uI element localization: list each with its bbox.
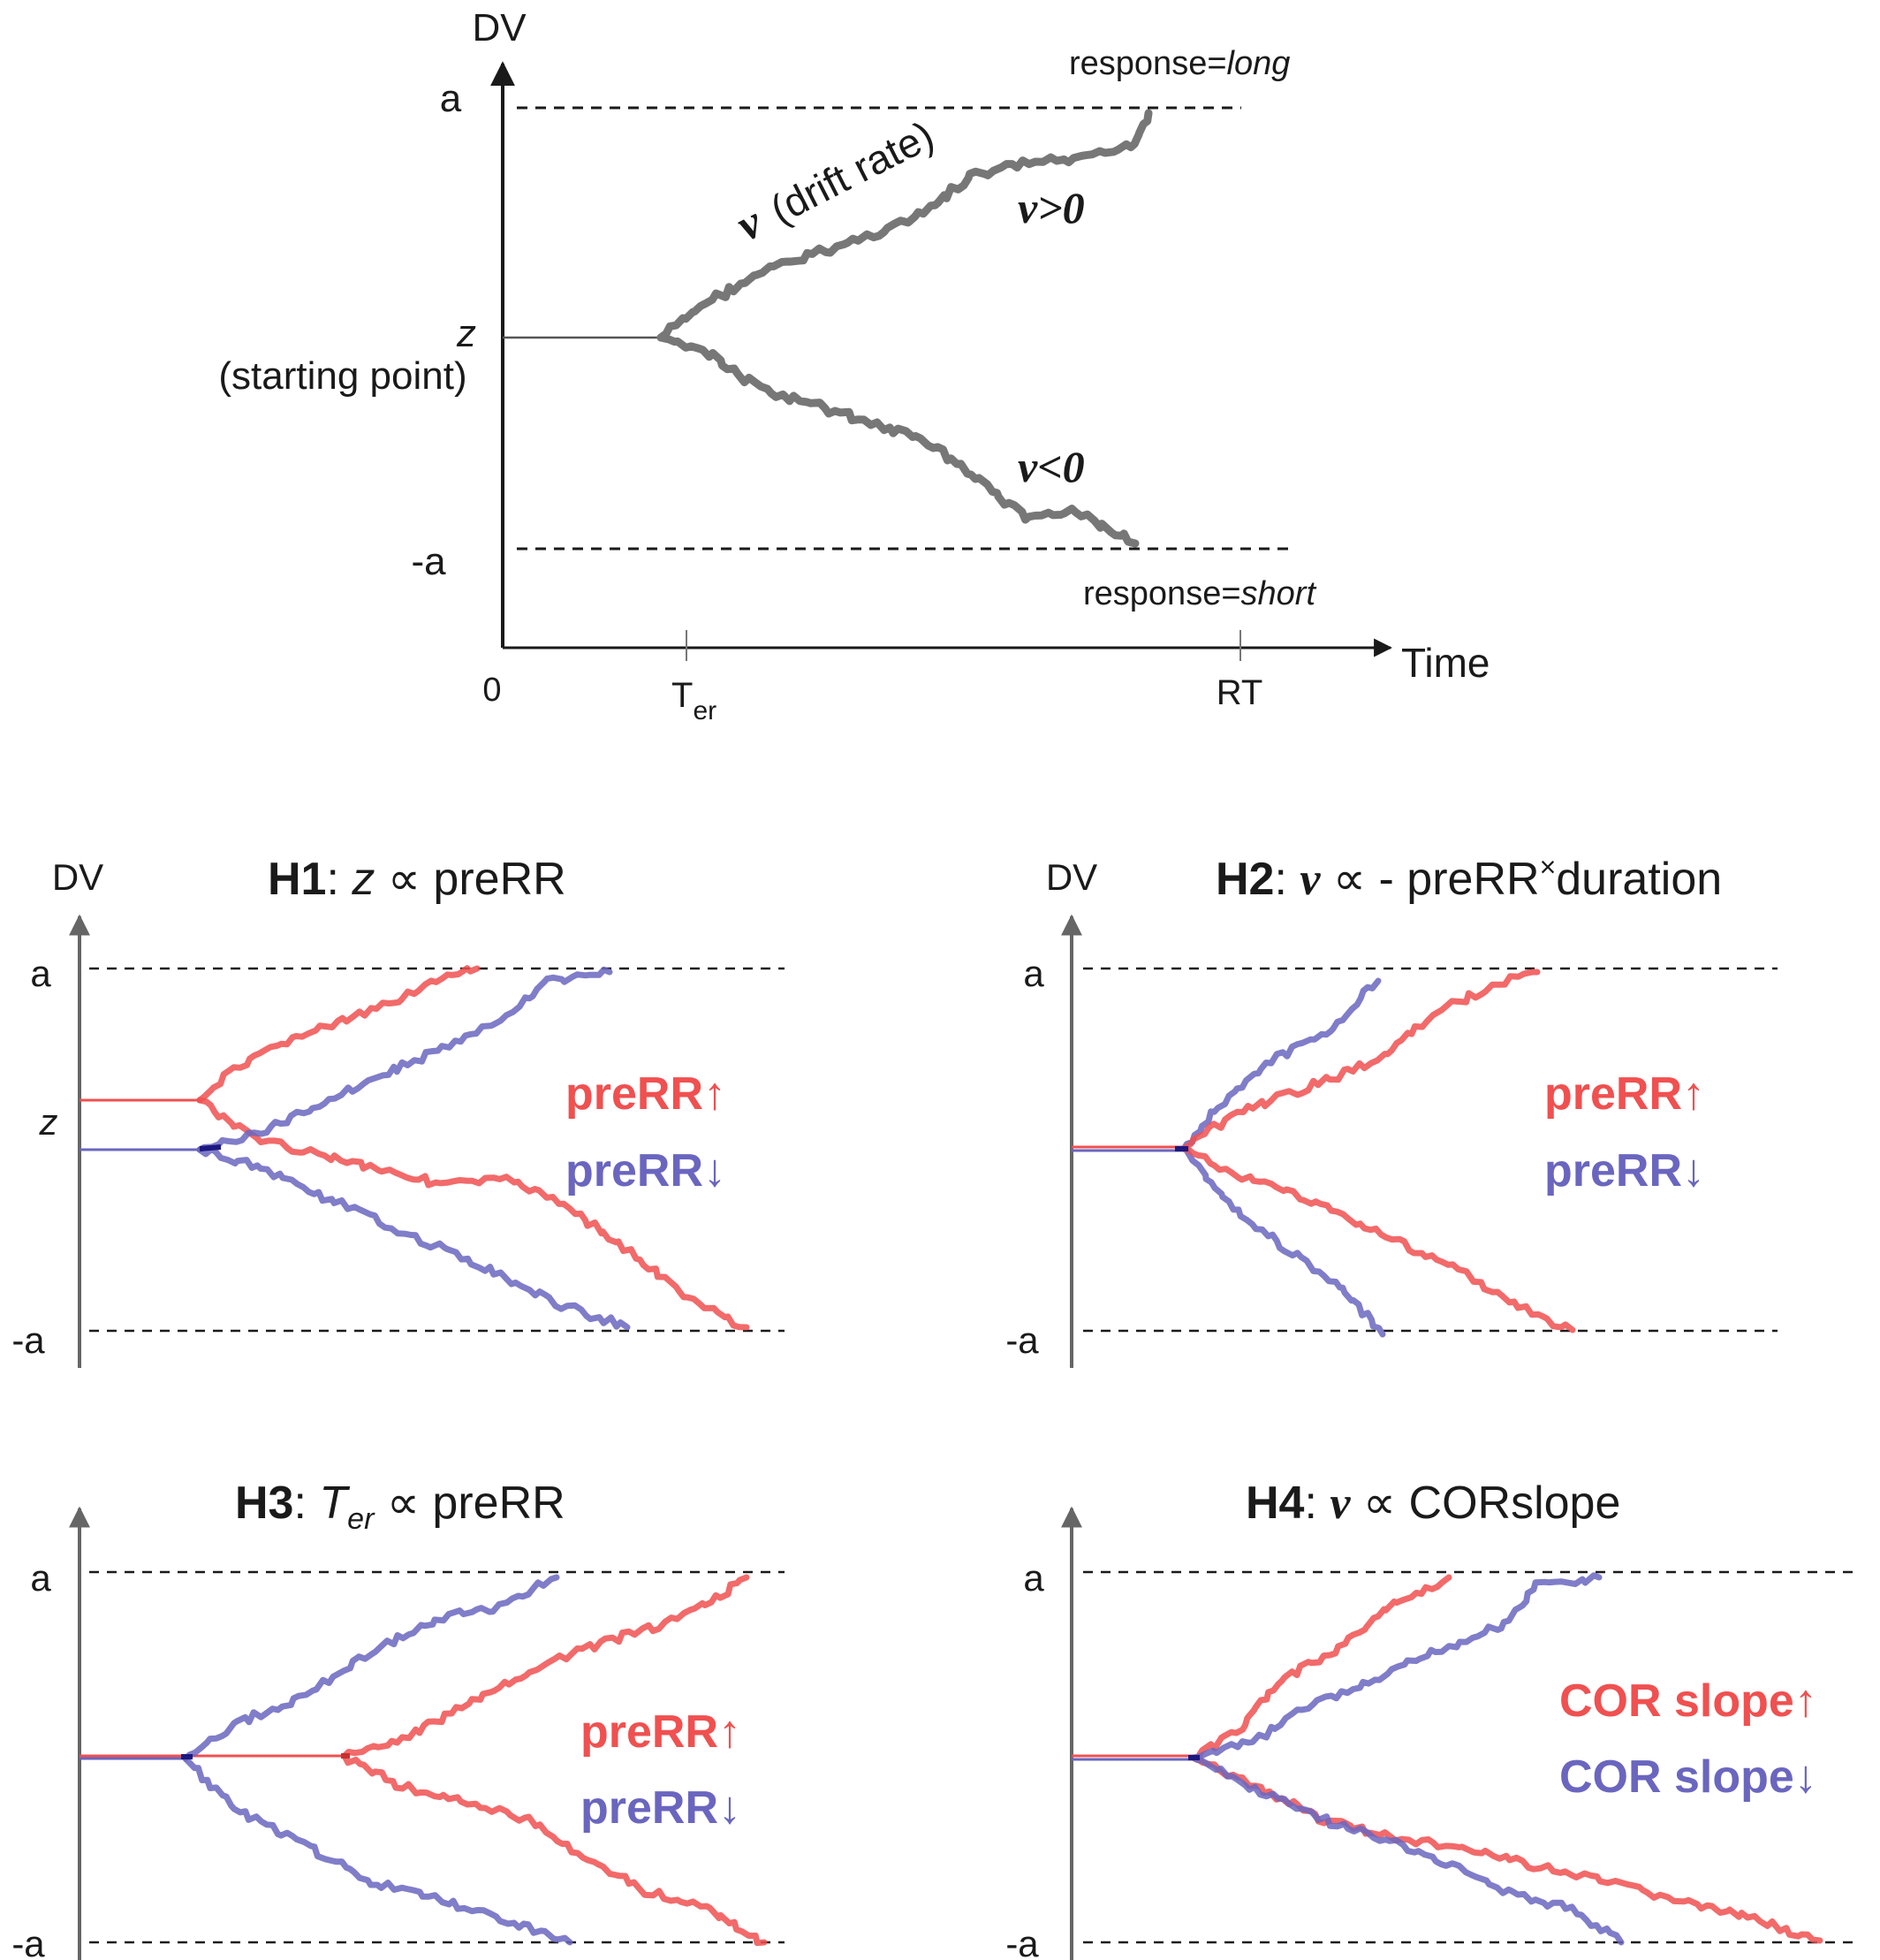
h1-dv-label: DV xyxy=(52,856,103,898)
h2-title-sup: × xyxy=(1540,851,1557,883)
response-short-label: response=short xyxy=(1083,575,1316,612)
h1-blue-lower xyxy=(196,1146,631,1331)
h3-title-rest: ∝ preRR xyxy=(374,1478,565,1529)
top-z-sublabel: (starting point) xyxy=(218,354,466,398)
top-path-upper xyxy=(656,109,1153,342)
drift-nu: ν xyxy=(729,197,770,252)
h1-title-sym: z xyxy=(351,854,375,905)
h1-title-bold: H1 xyxy=(268,854,326,905)
rt-label: RT xyxy=(1217,673,1263,712)
h2-title-bold: H2 xyxy=(1216,854,1274,905)
h2-red-lower xyxy=(1180,1145,1576,1333)
h4-red-lower xyxy=(1189,1754,1823,1944)
h1-neg-a-label: -a xyxy=(11,1319,45,1361)
h4-title-sep: : xyxy=(1304,1478,1330,1529)
h1-title-rest: ∝ preRR xyxy=(375,854,565,905)
panel-h4: a -a H4: ν ∝ CORslope COR slope↑ COR slo… xyxy=(1005,1478,1855,1960)
top-drift-paths xyxy=(656,109,1153,548)
h2-a-label: a xyxy=(1023,953,1044,994)
h1-a-label: a xyxy=(30,953,51,994)
top-neg-a-label: -a xyxy=(411,540,446,583)
zero-label: 0 xyxy=(482,672,501,709)
h3-title-sym-sub: er xyxy=(347,1502,375,1536)
response-long-label: response=long xyxy=(1069,45,1290,82)
h1-drift-paths xyxy=(80,965,750,1331)
ter-sub: er xyxy=(693,696,716,726)
h1-z-label: z xyxy=(39,1101,58,1143)
h3-red-lower xyxy=(341,1752,768,1947)
h4-title-sym: ν xyxy=(1330,1478,1351,1529)
h3-legend-down: preRR↓ xyxy=(580,1782,741,1834)
h2-legend-up: preRR↑ xyxy=(1544,1068,1705,1120)
h2-blue-upper xyxy=(1180,977,1382,1152)
h2-red-upper xyxy=(1180,969,1541,1152)
h3-neg-a-label: -a xyxy=(11,1923,45,1960)
h4-title: H4: ν ∝ CORslope xyxy=(1246,1478,1620,1529)
h1-title: H1: z ∝ preRR xyxy=(268,854,566,905)
ter-label: Ter xyxy=(671,676,716,726)
h2-title-tail: duration xyxy=(1556,854,1722,905)
top-a-label: a xyxy=(440,77,462,120)
response-short-prefix: response= xyxy=(1083,575,1241,612)
nu-negative-label: ν<0 xyxy=(1018,442,1085,491)
h3-title-sym: T xyxy=(319,1478,350,1529)
h4-legend-down: COR slope↓ xyxy=(1559,1751,1817,1803)
h2-legend-down: preRR↓ xyxy=(1544,1145,1705,1197)
h4-drift-paths xyxy=(1072,1572,1823,1946)
h3-blue-lower xyxy=(182,1755,573,1946)
panel-h3: a -a H3: Ter ∝ preRR preRR↑ preRR↓ xyxy=(11,1478,785,1960)
h4-blue-lower xyxy=(1189,1754,1625,1946)
top-path-lower xyxy=(656,333,1140,548)
top-dv-label: DV xyxy=(472,6,527,49)
h2-dv-label: DV xyxy=(1046,856,1097,898)
panel-h1: DV a -a z H1: z ∝ preRR preRR↑ preRR↓ xyxy=(11,854,785,1368)
h4-title-bold: H4 xyxy=(1246,1478,1305,1529)
response-long-prefix: response= xyxy=(1069,45,1227,82)
h1-blue-upper xyxy=(196,966,613,1153)
h3-red-upper xyxy=(341,1574,750,1759)
nu-positive-label: ν>0 xyxy=(1018,183,1085,232)
h4-red-upper xyxy=(1189,1574,1452,1761)
h4-legend-up: COR slope↑ xyxy=(1559,1675,1817,1727)
response-long-value: long xyxy=(1227,45,1291,82)
h2-title-sep: : xyxy=(1274,854,1300,905)
h2-title: H2: ν ∝ - preRR×duration xyxy=(1216,851,1722,905)
h1-red-lower xyxy=(196,1097,750,1331)
h3-blue-upper xyxy=(182,1574,560,1762)
h3-title-sep: : xyxy=(293,1478,319,1529)
h2-drift-paths xyxy=(1072,969,1576,1338)
h2-blue-lower xyxy=(1180,1145,1386,1338)
h4-a-label: a xyxy=(1023,1557,1044,1599)
panel-h2: DV a -a H2: ν ∝ - preRR×duration preRR↑ … xyxy=(1005,851,1778,1368)
h3-title-bold: H3 xyxy=(235,1478,293,1529)
h1-junction-mark xyxy=(199,1144,222,1151)
h3-drift-paths xyxy=(80,1574,768,1947)
h1-legend-down: preRR↓ xyxy=(565,1145,726,1197)
h3-title: H3: Ter ∝ preRR xyxy=(235,1478,565,1536)
h2-title-sym: ν xyxy=(1300,855,1321,905)
h3-legend-up: preRR↑ xyxy=(580,1706,741,1758)
response-short-value: short xyxy=(1241,575,1317,612)
h1-legend-up: preRR↑ xyxy=(565,1068,726,1120)
h2-neg-a-label: -a xyxy=(1005,1319,1039,1361)
h4-blue-upper xyxy=(1189,1572,1603,1761)
h4-neg-a-label: -a xyxy=(1005,1923,1039,1960)
top-z-label: z xyxy=(456,312,476,355)
top-diagram: DV a -a z (starting point) ν (drift rate… xyxy=(218,6,1490,726)
h2-title-rest: ∝ - preRR xyxy=(1320,854,1539,905)
drift-rate-label: ν (drift rate) xyxy=(729,112,941,252)
ter-T: T xyxy=(671,676,693,715)
h1-red-upper xyxy=(196,965,481,1104)
h3-a-label: a xyxy=(30,1557,51,1599)
h1-title-sep: : xyxy=(326,854,352,905)
h4-title-rest: ∝ CORslope xyxy=(1350,1478,1620,1529)
time-axis-label: Time xyxy=(1401,640,1490,686)
